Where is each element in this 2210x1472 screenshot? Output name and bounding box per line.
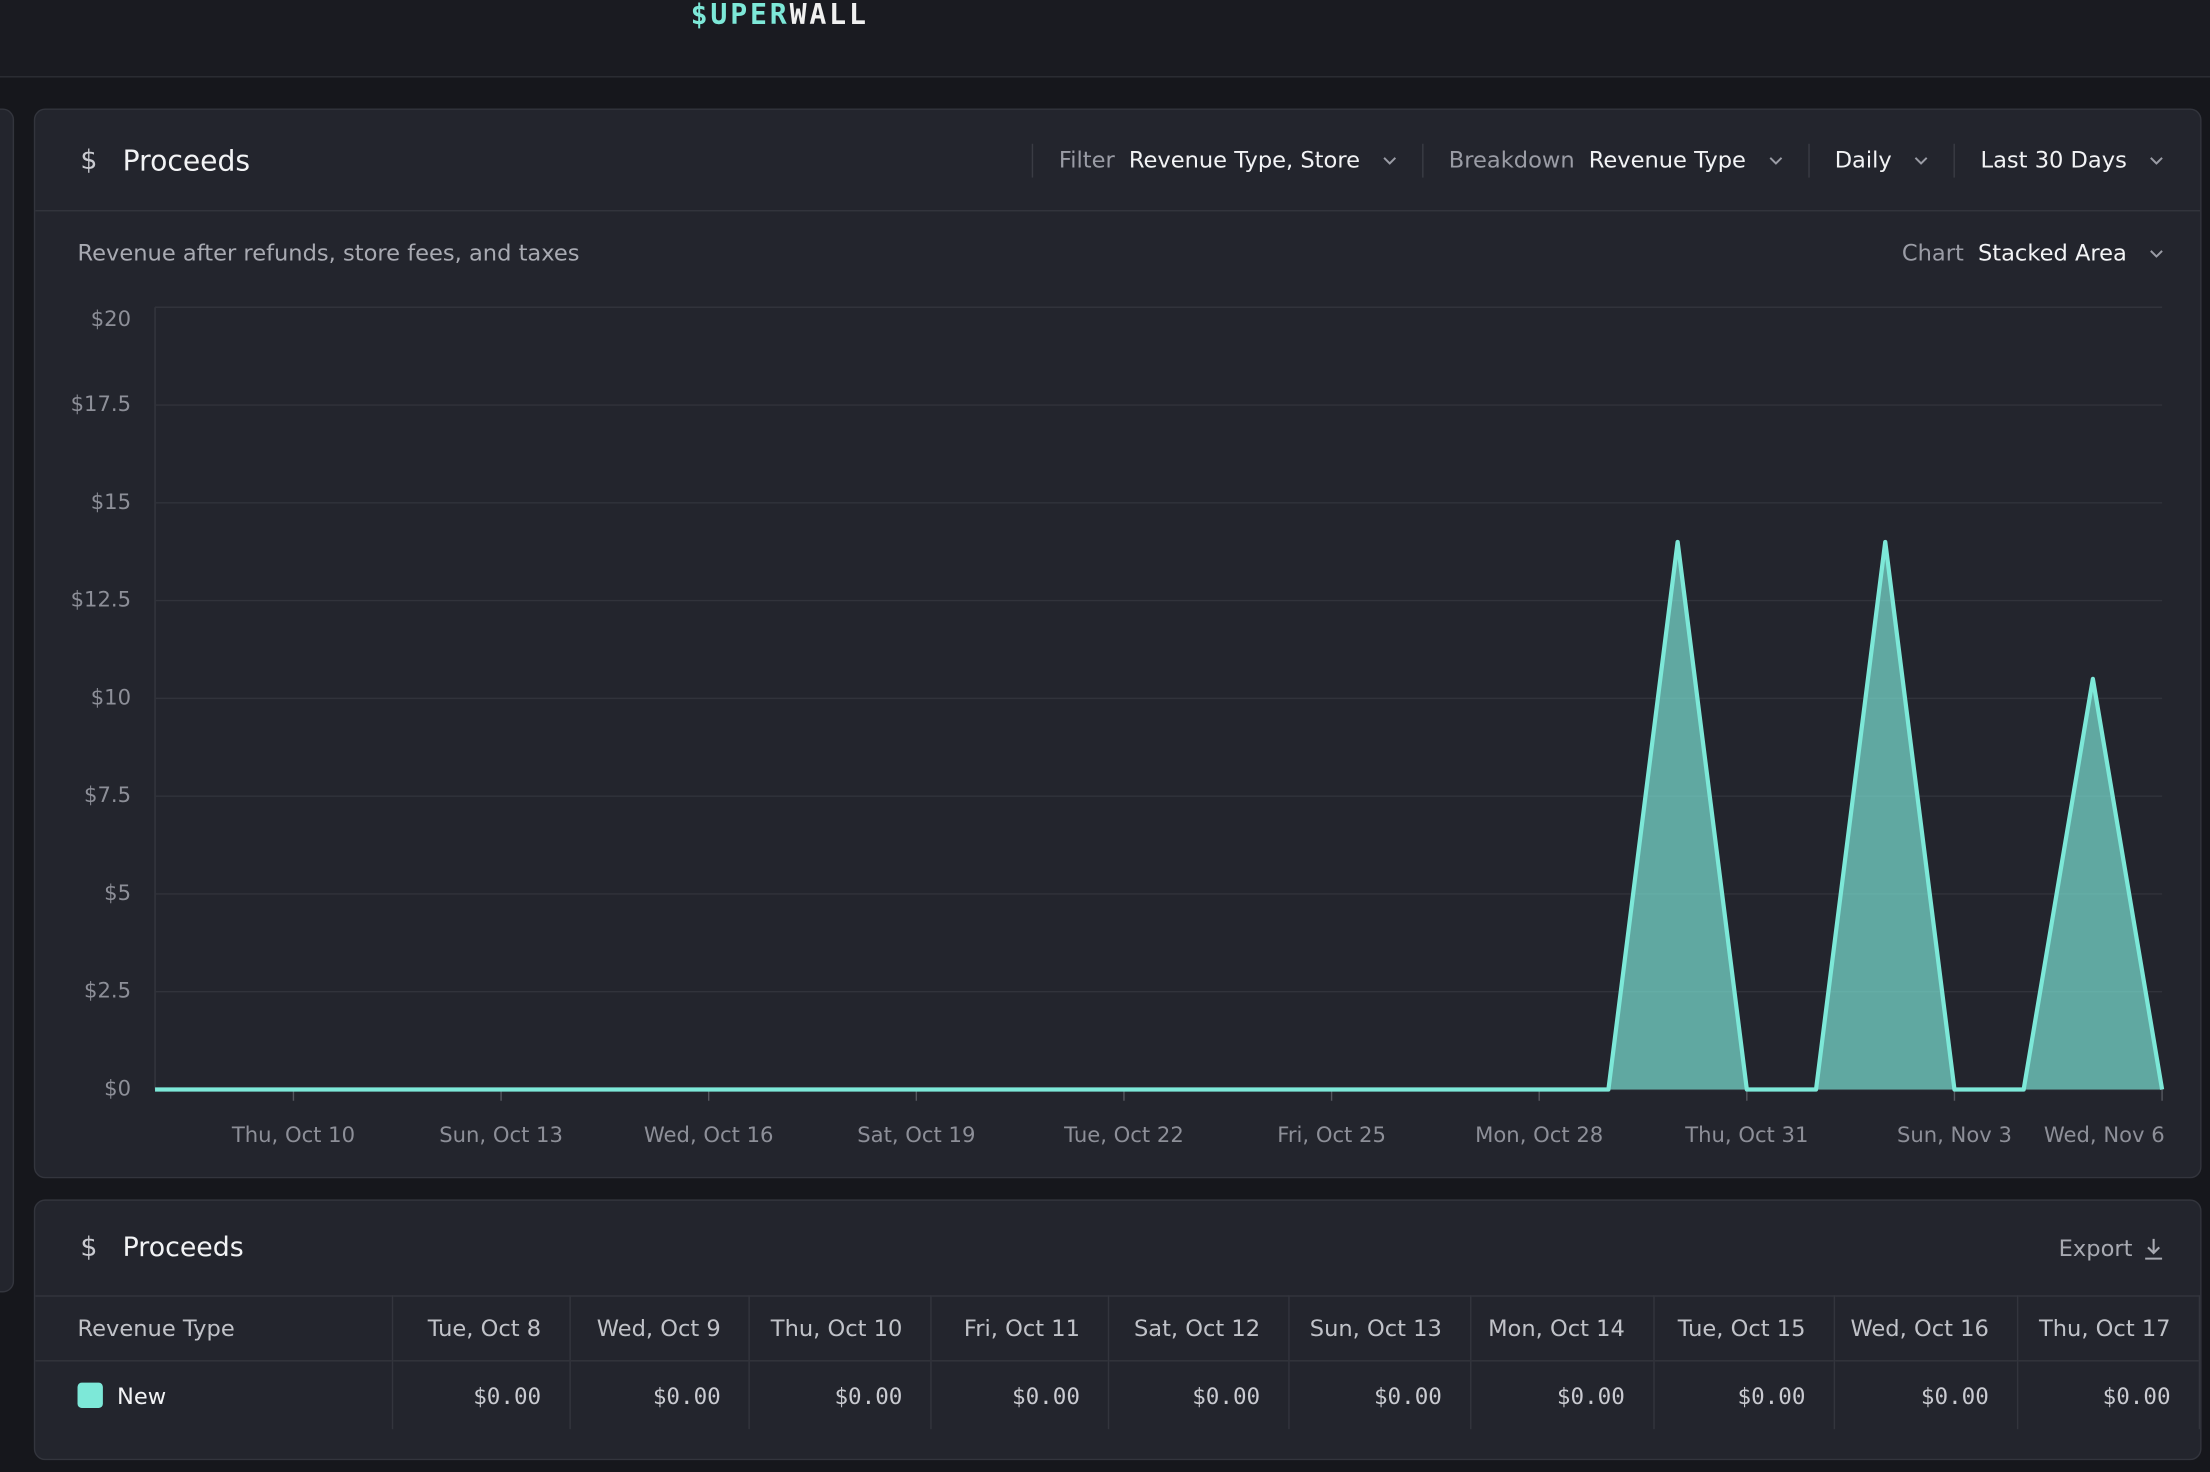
row-label: New [35,1360,394,1430]
chart-type-control[interactable]: Chart Stacked Area [1901,239,2164,267]
chevron [1915,156,1928,165]
chevron [1769,156,1782,165]
y-tick-label: $7.5 [84,782,131,807]
table-body: New $0.00 $0.00 $0.00 $0.00 $0.00 $0.00 $0.00 $0… [35,1360,2201,1430]
x-tick-label: Wed, Oct 16 [644,1122,774,1147]
filter-control[interactable]: Filter Revenue Type, Store [1032,143,1422,177]
label: Filter [1058,146,1115,174]
area [155,541,2163,1090]
chart: $0 $2.5 $5 $7.5 $10 $12.5 $15 $17.5 $20 Thu, Oct … [71,306,2165,1147]
y-tick-label: $17.5 [71,391,131,416]
column-header: Thu, Oct 17 [2017,1295,2201,1361]
x-tick-label: Thu, Oct 10 [231,1122,355,1147]
x-tick-label: Mon, Oct 28 [1475,1122,1603,1147]
column-header: Wed, Oct 9 [570,1295,751,1361]
column-header: Mon, Oct 14 [1470,1295,1655,1361]
table-row: New $0.00 $0.00 $0.00 $0.00 $0.00 $0.00 $0.00 $0… [35,1360,2201,1430]
y-tick-label: $20 [91,306,131,331]
column-header: Wed, Oct 16 [1834,1295,2019,1361]
column-header: Sun, Oct 13 [1288,1295,1472,1361]
y-tick-label: $12.5 [71,587,131,612]
value: Revenue Type, Store [1128,146,1360,174]
value: Last 30 Days [1980,146,2127,174]
x-tick-label: Fri, Oct 25 [1277,1122,1386,1147]
x-tick-label: Sun, Nov 3 [1897,1122,2012,1147]
subtitle: Revenue after refunds, store fees, and t… [77,239,580,267]
column-header: Fri, Oct 11 [931,1295,1110,1361]
column-header: Revenue Type [35,1295,394,1361]
cell: $0.00 [570,1360,751,1430]
line [155,539,2165,1092]
y-tick-label: $2.5 [84,978,131,1003]
export-button[interactable]: Export [2058,1234,2164,1262]
chevron [2150,156,2163,165]
series-name: New [116,1381,167,1409]
controls: Filter Revenue Type, Store Breakdown Reven… [1032,110,2163,210]
x-tick-label: Thu, Oct 31 [1684,1122,1808,1147]
cell: $0.00 [1108,1360,1290,1430]
y-tick-label: $0 [104,1075,131,1100]
label: Breakdown [1448,146,1575,174]
card-header: $ Proceeds Filter Revenue Type, Store Bre… [35,110,2201,212]
x-tick-label: Tue, Oct 22 [1063,1122,1184,1147]
range-control[interactable]: Last 30 Days [1953,143,2164,177]
column-header: Thu, Oct 10 [749,1295,932,1361]
y-tick-label: $5 [104,880,131,905]
interval-control[interactable]: Daily [1807,143,1954,177]
column-header: Sat, Oct 12 [1108,1295,1290,1361]
icon: $ [80,144,98,176]
logo-part: WALL [789,0,869,32]
swatch [77,1381,103,1408]
label: Chart [1901,239,1964,267]
y-tick-label: $15 [91,489,131,514]
icon: $ [80,1231,98,1263]
card-title: Proceeds [122,143,251,177]
x-tick-label: Wed, Nov 6 [2044,1122,2165,1147]
cell: $0.00 [393,1360,571,1430]
column-header: Tue, Oct 8 [393,1295,571,1361]
chevron [2150,249,2163,258]
x-tick-label: Sun, Oct 13 [439,1122,563,1147]
chevron [1383,156,1396,165]
table-card: $ Proceeds Export Revenue Type Tue, Oct 8… [33,1199,2202,1461]
cell: $0.00 [1470,1360,1655,1430]
value: Stacked Area [1977,239,2127,267]
cell: $0.00 [931,1360,1110,1430]
value: Revenue Type [1588,146,1746,174]
y-tick-label: $10 [91,684,131,709]
label: Export [2058,1234,2133,1262]
cell: $0.00 [749,1360,932,1430]
cell: $0.00 [1653,1360,1836,1430]
data-table: Revenue Type Tue, Oct 8 Wed, Oct 9 Thu, Oct… [35,1295,2201,1430]
cell: $0.00 [1288,1360,1472,1430]
cell: $0.00 [1834,1360,2019,1430]
column-header: Tue, Oct 15 [1653,1295,1836,1361]
breakdown-control[interactable]: Breakdown Revenue Type [1421,143,1808,177]
card-title: Proceeds [122,1231,244,1263]
top-bar: $UPERWALL [0,0,2210,78]
download-icon [2145,1238,2163,1259]
logo[interactable]: $UPERWALL [691,0,869,31]
cell: $0.00 [2017,1360,2201,1430]
logo-part: $UPER [690,0,790,32]
header-row: Revenue Type Tue, Oct 8 Wed, Oct 9 Thu, Oct… [35,1295,2201,1361]
value: Daily [1834,146,1892,174]
x-tick-label: Sat, Oct 19 [857,1122,975,1147]
